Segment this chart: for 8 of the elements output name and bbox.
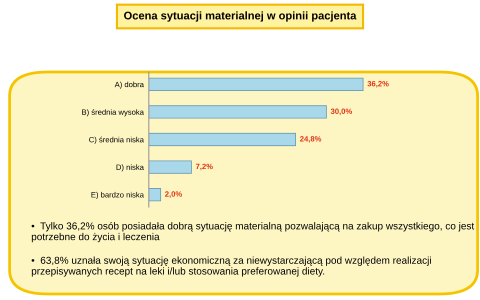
bar xyxy=(148,105,327,119)
bar xyxy=(148,160,192,174)
bar xyxy=(148,132,296,146)
bar xyxy=(148,78,364,91)
text: • Tylko 36,2% osób posiadała dobrą sytuację materialną pozwalającą na zakup wszystkiego, co jest potrzebne do życia i leczenia xyxy=(32,222,474,242)
bar xyxy=(148,188,162,202)
chart-title: Ocena sytuacji materialnej w opinii pacjenta xyxy=(124,11,356,22)
text: • 63,8% uznała swoją sytuację ekonomiczną za niewystarczającą pod względem realizacji przepisywanych recept na leki i/lub stosowania preferowanej diety. xyxy=(32,256,431,277)
